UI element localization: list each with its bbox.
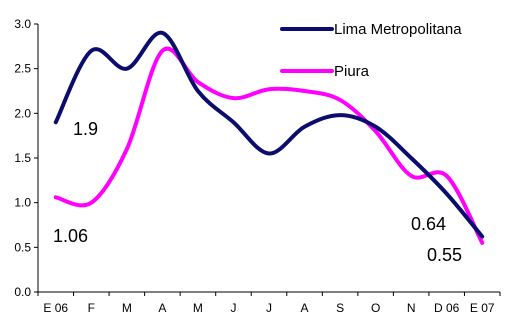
y-tick-label: 2.5 [14, 62, 31, 76]
y-tick-label: 1.0 [14, 196, 31, 210]
x-tick-label: D 06 [434, 301, 460, 315]
x-tick-label: M [122, 301, 132, 315]
x-tick-label: J [230, 301, 236, 315]
series-lines [53, 30, 485, 245]
y-tick-label: 2.0 [14, 106, 31, 120]
x-tick-label: F [88, 301, 95, 315]
legend-item-piura: Piura [280, 63, 370, 80]
data-label-lima-end: 0.64 [411, 214, 446, 234]
y-tick-label: 0.0 [14, 285, 31, 299]
x-tick-label: J [266, 301, 272, 315]
legend-label-lima: Lima Metropolitana [334, 21, 462, 38]
x-tick-label: N [407, 301, 416, 315]
x-tick-label: E 06 [43, 301, 68, 315]
y-tick-label: 1.5 [14, 151, 31, 165]
x-tick-label: S [336, 301, 344, 315]
y-tick-label: 0.5 [14, 240, 31, 254]
x-tick-label: A [301, 301, 309, 315]
legend-label-piura: Piura [334, 63, 370, 80]
x-tick-label: A [158, 301, 166, 315]
data-label-lima-start: 1.9 [73, 119, 98, 139]
y-tick-label: 3.0 [14, 17, 31, 31]
x-tick-label: O [371, 301, 380, 315]
y-ticks: 0.0 0.5 1.0 1.5 2.0 2.5 3.0 [14, 17, 38, 299]
series-line-piura [53, 46, 485, 245]
legend-item-lima: Lima Metropolitana [280, 21, 462, 38]
x-tick-label: M [193, 301, 203, 315]
data-label-piura-end: 0.55 [427, 245, 462, 265]
legend: Lima Metropolitana Piura [280, 21, 462, 80]
x-tick-label: E 07 [470, 301, 495, 315]
data-label-piura-start: 1.06 [53, 226, 88, 246]
data-labels: 1.9 1.06 0.64 0.55 [53, 119, 462, 265]
x-ticks: E 06 F M A M J J A S O N D 06 E 07 [37, 292, 501, 315]
series-line-lima [53, 30, 485, 239]
